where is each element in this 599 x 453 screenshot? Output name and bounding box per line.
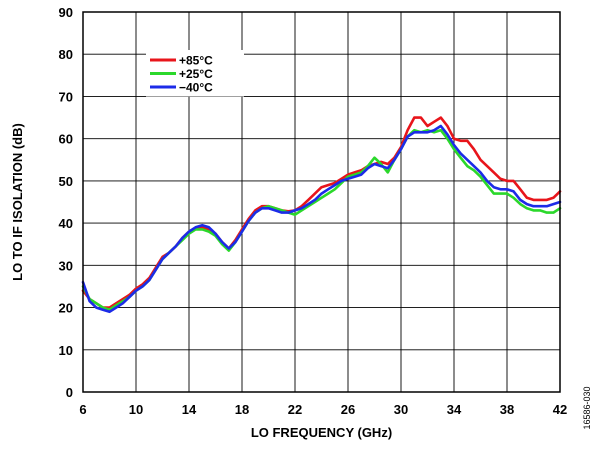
y-tick-label: 50 [59, 174, 73, 189]
series-line [81, 124, 562, 314]
legend-label: +25°C [179, 67, 213, 81]
y-tick-label: 70 [59, 89, 73, 104]
x-tick-label: 14 [182, 402, 197, 417]
y-tick-label: 30 [59, 258, 73, 273]
x-tick-label: 18 [235, 402, 249, 417]
series-line [81, 128, 562, 311]
legend-label: +85°C [179, 54, 213, 68]
x-tick-label: 38 [500, 402, 514, 417]
x-tick-label: 6 [79, 402, 86, 417]
x-tick-label: 26 [341, 402, 355, 417]
x-tick-label: 42 [553, 402, 567, 417]
x-tick-label: 10 [129, 402, 143, 417]
legend: +85°C+25°C−40°C [146, 50, 244, 97]
figure-id: 16586-030 [582, 386, 592, 429]
y-tick-label: 80 [59, 47, 73, 62]
x-tick-label: 22 [288, 402, 302, 417]
x-tick-label: 30 [394, 402, 408, 417]
x-axis-title: LO FREQUENCY (GHz) [251, 425, 392, 440]
y-tick-label: 0 [66, 385, 73, 400]
y-tick-label: 60 [59, 132, 73, 147]
x-tick-labels: 6 10 14 18 22 26 30 34 38 42 [79, 402, 567, 417]
y-tick-label: 40 [59, 216, 73, 231]
y-tick-labels: 0 10 20 30 40 50 60 70 80 90 [59, 5, 73, 400]
y-axis-title: LO TO IF ISOLATION (dB) [10, 123, 25, 281]
y-tick-label: 20 [59, 301, 73, 316]
x-tick-label: 34 [447, 402, 462, 417]
series-line [81, 116, 562, 309]
y-tick-label: 90 [59, 5, 73, 20]
series-lines [81, 116, 562, 314]
y-tick-label: 10 [59, 343, 73, 358]
plot-frame [82, 11, 561, 393]
legend-label: −40°C [179, 81, 213, 95]
